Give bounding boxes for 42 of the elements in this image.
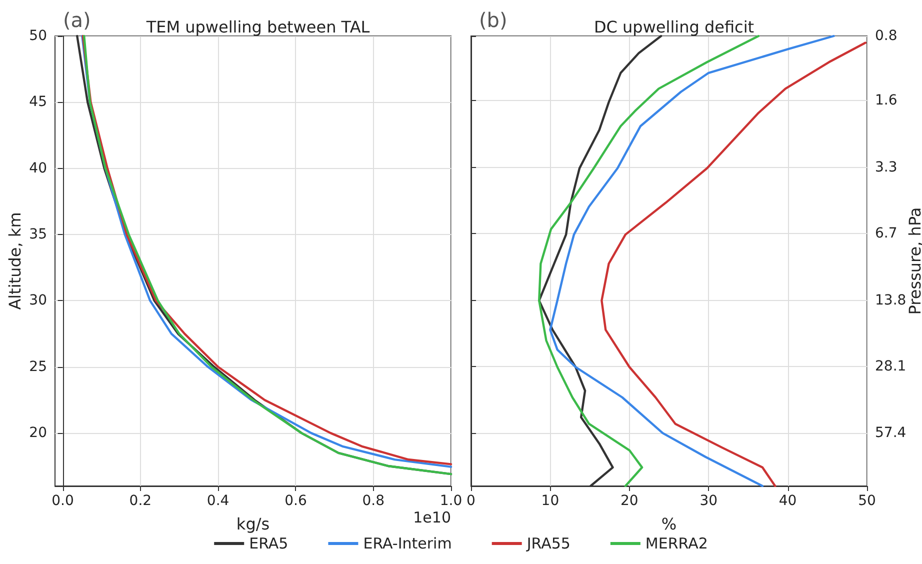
y-axis-title: Altitude, km <box>6 212 24 310</box>
y2-tick-label: 6.7 <box>875 225 898 242</box>
line-series <box>549 34 835 488</box>
x-tick-label: 0.8 <box>362 493 384 509</box>
chart-title: DC upwelling deficit <box>594 18 754 36</box>
x-tick-label: 40 <box>778 493 797 509</box>
text: 1e10 <box>413 508 451 526</box>
x-tick-label: 1.0 <box>440 493 462 509</box>
x-axis-title: kg/s <box>236 514 270 534</box>
x-tick-label: 0.2 <box>129 493 152 509</box>
y2-tick-label: 1.6 <box>875 92 898 108</box>
y-tick-label: 25 <box>29 358 47 375</box>
x-axis-title: % <box>661 514 677 534</box>
x-tick-label: 0 <box>466 493 476 509</box>
y2-axis-title: Pressure, hPa <box>906 207 922 315</box>
y2-tick-label: 0.8 <box>875 28 898 44</box>
text: (a) <box>63 8 91 32</box>
text: (b) <box>479 8 508 32</box>
line-series <box>538 34 760 488</box>
line-series <box>600 42 867 488</box>
x-tick-label: 30 <box>700 493 718 509</box>
legend-label: MERRA2 <box>645 534 708 552</box>
y-tick-label: 45 <box>29 94 47 110</box>
y2-tick-label: 13.8 <box>875 292 906 309</box>
legend-label: ERA-Interim <box>363 534 452 552</box>
chart-title: TEM upwelling between TAL <box>145 18 370 36</box>
y-tick-label: 35 <box>29 226 47 243</box>
legend-label: JRA55 <box>526 534 570 552</box>
y-tick-label: 50 <box>29 28 47 44</box>
x-tick-label: 50 <box>858 493 876 509</box>
x-tick-label: 0.6 <box>284 493 307 509</box>
x-tick-label: 0.0 <box>52 493 74 509</box>
x-tick-label: 20 <box>620 493 638 509</box>
legend-label: ERA5 <box>249 534 288 552</box>
y-tick-label: 20 <box>29 425 47 442</box>
x-tick-label: 0.4 <box>206 493 230 509</box>
y2-tick-label: 28.1 <box>875 358 906 375</box>
y-tick-label: 30 <box>29 292 47 309</box>
x-tick-label: 10 <box>541 493 560 509</box>
y2-tick-label: 3.3 <box>875 160 898 176</box>
y2-tick-label: 57.4 <box>875 425 906 442</box>
y-tick-label: 40 <box>29 160 47 176</box>
